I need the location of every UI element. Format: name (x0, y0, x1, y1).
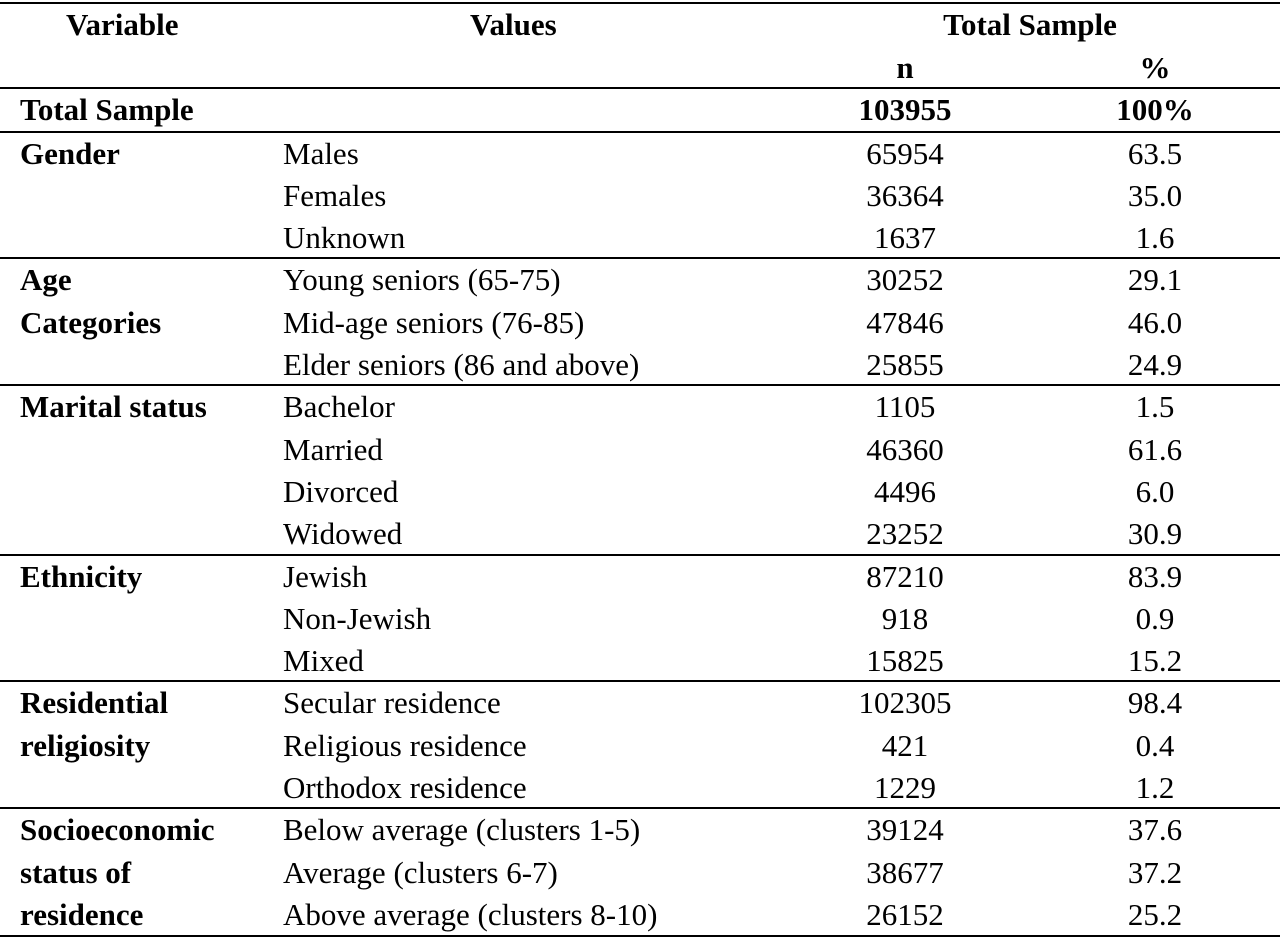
row-percent: 29.1 (1127, 262, 1183, 298)
row-n: 1105 (874, 389, 936, 425)
row-percent: 6.0 (1135, 473, 1175, 509)
total-row-percent: 100% (1116, 92, 1194, 127)
row-percent: 24.9 (1127, 347, 1183, 382)
group-label: Age (20, 262, 72, 298)
group-separator-rule (0, 554, 1280, 556)
row-percent: 83.9 (1127, 558, 1183, 594)
header-n: n (896, 50, 914, 85)
header-values: Values (470, 7, 557, 42)
group-label: Ethnicity (20, 558, 143, 594)
group-label: Gender (20, 135, 120, 171)
group-label: Categories (20, 304, 162, 340)
row-value: Secular residence (283, 685, 501, 721)
group-separator-rule (0, 131, 1280, 133)
row-percent: 37.6 (1127, 812, 1183, 848)
row-value: Unknown (283, 220, 406, 256)
group-separator-rule (0, 807, 1280, 809)
row-n: 39124 (866, 812, 944, 848)
row-percent: 1.2 (1135, 770, 1175, 805)
row-n: 38677 (866, 854, 944, 890)
row-value: Jewish (283, 558, 368, 594)
row-n: 1637 (874, 220, 936, 256)
row-n: 421 (881, 727, 929, 763)
header-rule (0, 87, 1280, 89)
row-n: 87210 (866, 558, 944, 594)
row-value: Widowed (283, 516, 403, 552)
row-n: 23252 (866, 516, 944, 552)
row-n: 1229 (874, 770, 936, 805)
row-percent: 15.2 (1127, 643, 1183, 679)
row-n: 65954 (866, 135, 944, 171)
row-percent: 35.0 (1127, 177, 1183, 213)
row-value: Mixed (283, 643, 364, 679)
total-row-label: Total Sample (20, 92, 194, 127)
header-total-sample: Total Sample (943, 7, 1117, 42)
row-value: Above average (clusters 8-10) (283, 896, 658, 932)
group-label: status of (20, 854, 132, 890)
row-percent: 37.2 (1127, 854, 1183, 890)
row-n: 102305 (858, 685, 952, 721)
row-n: 4496 (874, 473, 936, 509)
header-variable: Variable (66, 7, 179, 42)
row-value: Orthodox residence (283, 770, 527, 805)
header-percent: % (1139, 50, 1171, 85)
row-percent: 1.6 (1135, 220, 1175, 256)
row-n: 15825 (866, 643, 944, 679)
group-label: Marital status (20, 389, 207, 425)
row-n: 47846 (866, 304, 944, 340)
group-label: religiosity (20, 727, 151, 763)
row-n: 26152 (866, 896, 944, 932)
group-separator-rule (0, 680, 1280, 682)
row-value: Females (283, 177, 387, 213)
row-value: Below average (clusters 1-5) (283, 812, 641, 848)
row-value: Divorced (283, 473, 399, 509)
row-percent: 30.9 (1127, 516, 1183, 552)
group-label: Residential (20, 685, 169, 721)
row-percent: 0.4 (1135, 727, 1175, 763)
row-percent: 25.2 (1127, 896, 1183, 932)
row-n: 25855 (866, 347, 944, 382)
group-label: residence (20, 896, 144, 932)
row-value: Elder seniors (86 and above) (283, 347, 640, 382)
group-separator-rule (0, 384, 1280, 386)
group-label: Socioeconomic (20, 812, 215, 848)
group-separator-rule (0, 257, 1280, 259)
table-top-rule (0, 2, 1280, 4)
row-value: Average (clusters 6-7) (283, 854, 558, 890)
row-n: 46360 (866, 431, 944, 467)
table-bottom-rule (0, 935, 1280, 937)
row-value: Young seniors (65-75) (283, 262, 561, 298)
row-value: Mid-age seniors (76-85) (283, 304, 585, 340)
row-value: Married (283, 431, 383, 467)
row-percent: 0.9 (1135, 600, 1175, 636)
row-value: Males (283, 135, 359, 171)
row-value: Religious residence (283, 727, 527, 763)
row-value: Non-Jewish (283, 600, 432, 636)
row-n: 36364 (866, 177, 944, 213)
row-n: 30252 (866, 262, 944, 298)
row-n: 918 (881, 600, 929, 636)
total-row-n: 103955 (858, 92, 952, 127)
row-percent: 98.4 (1127, 685, 1183, 721)
row-percent: 1.5 (1135, 389, 1175, 425)
row-percent: 63.5 (1127, 135, 1183, 171)
row-percent: 46.0 (1127, 304, 1183, 340)
row-value: Bachelor (283, 389, 395, 425)
row-percent: 61.6 (1127, 431, 1183, 467)
